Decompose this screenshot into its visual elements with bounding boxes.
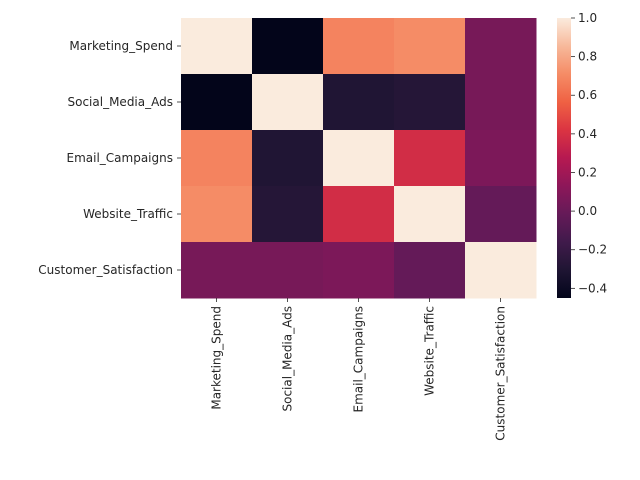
y-tick-label: Website_Traffic: [83, 207, 173, 221]
colorbar-tick-label: 0.4: [578, 127, 597, 141]
x-tick-label: Social_Media_Ads: [281, 306, 295, 412]
y-tick-labels: Marketing_Spend Social_Media_Ads Email_Cam…: [38, 39, 181, 277]
colorbar-tick-label: 0.8: [578, 50, 597, 64]
y-tick-label: Marketing_Spend: [69, 39, 173, 53]
heatmap-cell-3-1: [252, 186, 324, 243]
heatmap-cell-3-3: [394, 186, 466, 243]
colorbar-tick-label: −0.2: [578, 243, 607, 257]
heatmap-cell-3-2: [323, 186, 395, 243]
heatmap-cell-2-1: [252, 130, 324, 187]
heatmap-cell-0-3: [394, 18, 466, 75]
y-tick-label: Email_Campaigns: [67, 151, 174, 165]
colorbar-ticks: 1.0 0.8 0.6 0.4 0.2 0.0 −0.2 −0.4: [571, 11, 607, 295]
colorbar-tick-label: 1.0: [578, 11, 597, 25]
colorbar-tick-label: 0.6: [578, 88, 597, 102]
colorbar-tick-label: −0.4: [578, 281, 607, 295]
heatmap-cell-1-3: [394, 74, 466, 131]
heatmap-cell-0-0: [181, 18, 253, 75]
heatmap-cells: [181, 18, 537, 299]
y-tick-label: Social_Media_Ads: [68, 95, 174, 109]
heatmap-cell-1-4: [465, 74, 537, 131]
heatmap-cell-4-4: [465, 242, 537, 299]
y-tick-label: Customer_Satisfaction: [38, 263, 173, 277]
heatmap-cell-1-0: [181, 74, 253, 131]
x-tick-label: Email_Campaigns: [352, 306, 366, 413]
heatmap-cell-2-0: [181, 130, 253, 187]
colorbar-gradient: [557, 18, 571, 298]
colorbar-tick-label: 0.2: [578, 165, 597, 179]
heatmap-cell-2-2: [323, 130, 395, 187]
heatmap-cell-4-0: [181, 242, 253, 299]
heatmap-cell-2-3: [394, 130, 466, 187]
colorbar-tick-label: 0.0: [578, 204, 597, 218]
heatmap-cell-0-2: [323, 18, 395, 75]
heatmap-cell-3-0: [181, 186, 253, 243]
heatmap-cell-4-2: [323, 242, 395, 299]
x-tick-label: Customer_Satisfaction: [494, 306, 508, 441]
x-tick-label: Marketing_Spend: [210, 306, 224, 410]
heatmap-cell-0-1: [252, 18, 324, 75]
heatmap-cell-4-1: [252, 242, 324, 299]
heatmap-cell-0-4: [465, 18, 537, 75]
heatmap-cell-3-4: [465, 186, 537, 243]
heatmap-cell-4-3: [394, 242, 466, 299]
x-tick-labels: Marketing_Spend Social_Media_Ads Email_Cam…: [210, 298, 508, 441]
heatmap-cell-1-2: [323, 74, 395, 131]
x-tick-label: Website_Traffic: [423, 306, 437, 396]
heatmap-cell-1-1: [252, 74, 324, 131]
heatmap-cell-2-4: [465, 130, 537, 187]
colorbar: [557, 18, 571, 298]
